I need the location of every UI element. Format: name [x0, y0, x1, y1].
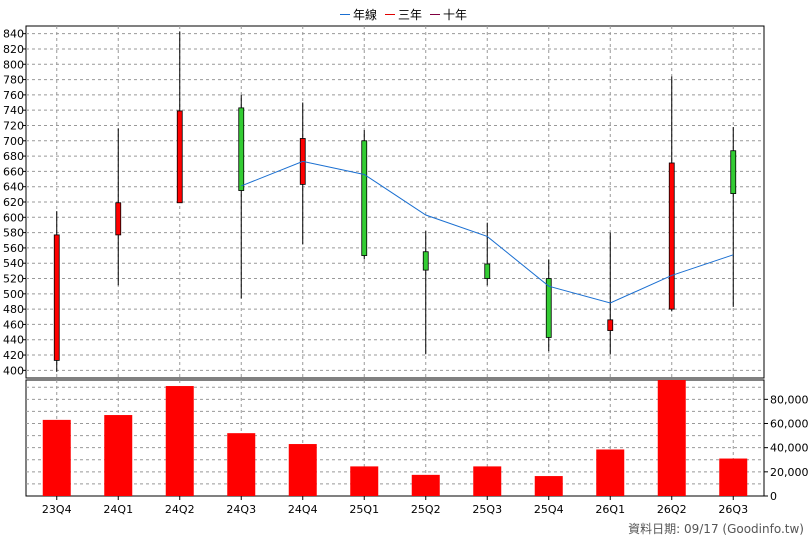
tick-labels-layer: 400 420 440 460 480 500 520 540 560 580 600 620 640 6…: [3, 28, 808, 516]
legend-swatch-annual: [340, 14, 350, 15]
axes-layer: [23, 33, 768, 500]
price-ytick-label: 400: [3, 364, 24, 377]
price-ytick-label: 700: [3, 135, 24, 148]
xtick-label: 25Q3: [472, 503, 502, 516]
candle-body: [668, 162, 675, 310]
volume-bar: [104, 415, 133, 496]
xtick-label: 26Q3: [718, 503, 748, 516]
price-ytick-label: 480: [3, 303, 24, 316]
xtick-label: 25Q1: [349, 503, 379, 516]
legend: 年線 三年 十年: [340, 6, 467, 23]
volume-bar: [657, 380, 686, 496]
price-ytick-label: 680: [3, 150, 24, 163]
volume-bars-layer: [42, 380, 748, 496]
price-ytick-label: 640: [3, 181, 24, 194]
price-ytick-label: 440: [3, 334, 24, 347]
volume-bar: [719, 458, 748, 496]
price-ytick-label: 660: [3, 165, 24, 178]
xtick-label: 26Q2: [657, 503, 687, 516]
volume-bar: [350, 466, 379, 496]
volume-bar: [411, 474, 440, 496]
volume-bar: [165, 386, 194, 496]
price-ytick-label: 840: [3, 28, 24, 41]
xtick-label: 24Q2: [165, 503, 195, 516]
volume-bar: [227, 433, 256, 496]
xtick-label: 24Q1: [103, 503, 133, 516]
candle-body: [176, 110, 183, 204]
volume-bar: [534, 476, 563, 496]
annual-line-series: [241, 160, 734, 304]
price-ytick-label: 520: [3, 273, 24, 286]
volume-ytick-label: 40,000: [770, 442, 808, 455]
legend-swatch-three-year: [385, 14, 396, 15]
volume-bar: [596, 449, 625, 496]
price-ytick-label: 720: [3, 119, 24, 132]
legend-item-three-year: 三年: [385, 6, 422, 23]
candle-body: [545, 278, 552, 338]
volume-bar: [473, 466, 502, 496]
price-ytick-label: 620: [3, 196, 24, 209]
price-ytick-label: 740: [3, 104, 24, 117]
candle-body: [361, 140, 368, 256]
price-ytick-label: 580: [3, 227, 24, 240]
candle-body: [422, 251, 429, 271]
price-ytick-label: 560: [3, 242, 24, 255]
price-ytick-label: 780: [3, 74, 24, 87]
volume-ytick-label: 80,000: [770, 393, 808, 406]
price-ytick-label: 600: [3, 211, 24, 224]
candle-body: [53, 234, 60, 361]
xtick-label: 24Q3: [226, 503, 256, 516]
legend-swatch-ten-year: [430, 14, 441, 15]
legend-label-annual: 年線: [353, 8, 378, 22]
price-ytick-label: 420: [3, 349, 24, 362]
volume-ytick-label: 0: [770, 490, 777, 503]
legend-item-ten-year: 十年: [430, 6, 467, 23]
price-ytick-label: 760: [3, 89, 24, 102]
volume-panel-frame: [25, 379, 765, 497]
candle-body: [607, 319, 614, 331]
volume-bar: [42, 419, 71, 496]
grid-layer: [25, 25, 765, 497]
xtick-label: 25Q4: [534, 503, 564, 516]
price-ytick-label: 460: [3, 318, 24, 331]
volume-ytick-label: 60,000: [770, 418, 808, 431]
price-ytick-label: 800: [3, 58, 24, 71]
xtick-label: 23Q4: [42, 503, 72, 516]
volume-ytick-label: 20,000: [770, 466, 808, 479]
annual-line-layer: [241, 160, 734, 304]
xtick-label: 24Q4: [288, 503, 318, 516]
candle-body: [484, 263, 491, 279]
price-ytick-label: 540: [3, 257, 24, 270]
legend-item-annual-line: 年線: [340, 6, 377, 23]
candle-body: [115, 202, 122, 236]
candle-body: [730, 150, 737, 194]
legend-label-three-year: 三年: [398, 8, 423, 22]
price-ytick-label: 500: [3, 288, 24, 301]
candles-layer: [53, 31, 737, 372]
xtick-label: 26Q1: [595, 503, 625, 516]
candle-body: [238, 107, 245, 191]
legend-label-ten-year: 十年: [443, 8, 468, 22]
data-date-footer: 資料日期: 09/17 (Goodinfo.tw): [628, 522, 804, 536]
xtick-label: 25Q2: [411, 503, 441, 516]
price-ytick-label: 820: [3, 43, 24, 56]
volume-bar: [288, 444, 317, 496]
